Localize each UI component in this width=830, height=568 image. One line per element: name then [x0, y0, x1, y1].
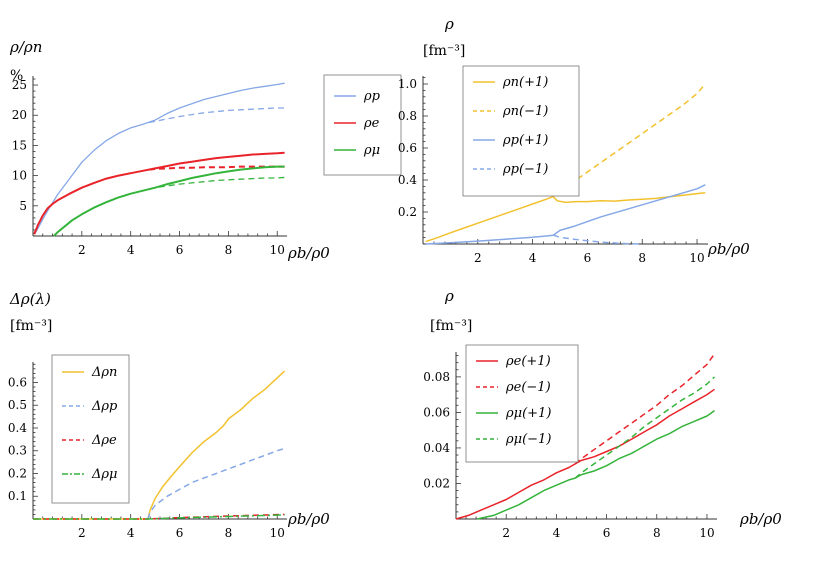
y-tick-label: 0.2 [398, 205, 417, 219]
x-tick-label: 10 [699, 526, 714, 540]
x-tick-label: 10 [689, 251, 704, 265]
y-tick-label: 0.4 [398, 173, 417, 187]
y-tick-label: 0.4 [8, 421, 27, 435]
series-line: ρμ(-1) [574, 376, 716, 479]
legend-label: Δρe [91, 433, 117, 448]
y-axis-label: ρ [444, 287, 454, 305]
series-line: ρp(-1) [148, 107, 285, 124]
chart-panel-top-right: 2 4 6 8 100.20.40.60.81.0ρ[fm⁻³]ρb/ρ0ρn(+1)ρ… [398, 15, 750, 265]
x-tick-label: 10 [270, 243, 285, 257]
x-tick-label: 4 [127, 243, 135, 257]
series-line: Δρp [147, 447, 285, 520]
x-axis-label: ρb/ρ0 [707, 240, 750, 258]
chart-panel-bottom-right: 2 4 6 8 10 0.02 0.04 0.06 0.08 ρ [fm⁻³] ρb/ρ0 ρe(+1)… [423, 287, 782, 540]
legend: ρp ρe ρμ [323, 74, 402, 176]
series-line: ρμ(+1) [53, 165, 285, 237]
legend-label: ρe(+1) [505, 354, 551, 369]
x-axis-label: ρb/ρ0 [287, 510, 330, 528]
series-line: ρe(+1) [33, 151, 285, 235]
legend-box [51, 354, 130, 504]
chart-panel-bottom-left: 2 4 6 8 10 0.1 0.2 0.3 0.4 0.5 0.6 Δρ(λ) [fm⁻³] ρb/ρ0… [8, 290, 330, 540]
x-tick-label: 2 [502, 526, 510, 540]
legend: ρe(+1) ρe(−1) ρμ(+1) ρμ(−1) [465, 344, 579, 463]
x-tick-label: 8 [225, 243, 233, 257]
legend-label: Δρμ [91, 467, 117, 482]
legend: Δρn Δρp Δρe Δρμ [51, 354, 130, 504]
y-tick-label: 0.1 [8, 489, 27, 503]
legend-label: ρn(−1) [502, 104, 548, 119]
legend-box [323, 74, 402, 176]
series-line: ρe(-1) [574, 353, 716, 465]
series-line: Δρn [33, 370, 286, 520]
y-tick-label: 0.6 [398, 141, 417, 155]
y-tick-label: 0.3 [8, 444, 27, 458]
series-line: Δρμ [33, 514, 285, 520]
x-tick-label: 2 [78, 243, 86, 257]
y-axis-unit: [fm⁻³] [10, 318, 52, 334]
y-axis-label: Δρ(λ) [9, 290, 51, 308]
y-axis-unit: [fm⁻³] [430, 318, 472, 334]
x-tick-label: 4 [127, 526, 135, 540]
y-tick-label: 20 [12, 108, 27, 122]
series-line: ρp(-1) [552, 234, 643, 245]
legend-label: ρp [363, 89, 381, 104]
y-tick-label: 0.02 [423, 476, 450, 490]
series-line: ρp(+1) [34, 82, 285, 234]
legend-box [462, 65, 580, 197]
y-tick-label: 0.5 [8, 398, 27, 412]
legend-label: Δρn [91, 365, 117, 380]
y-tick-label: 0.8 [398, 109, 417, 123]
legend-label: ρμ(−1) [505, 432, 551, 447]
x-tick-label: 6 [176, 243, 184, 257]
y-tick-label: 0.08 [423, 370, 450, 384]
y-tick-label: 0.04 [423, 441, 450, 455]
y-tick-label: 5 [19, 199, 27, 213]
legend-label: Δρp [91, 399, 118, 414]
x-tick-label: 6 [584, 251, 592, 265]
legend-label: ρe(−1) [505, 380, 551, 395]
y-axis-label: ρ/ρn [9, 38, 42, 56]
legend-label: ρp(+1) [502, 133, 548, 148]
x-tick-label: 8 [225, 526, 233, 540]
x-tick-label: 8 [653, 526, 661, 540]
x-tick-label: 6 [176, 526, 184, 540]
legend-label: ρp(−1) [502, 162, 548, 177]
series-line: ρn(+1) [425, 192, 706, 243]
x-tick-label: 2 [78, 526, 86, 540]
x-axis-label: ρb/ρ0 [739, 510, 782, 528]
y-tick-label: 10 [12, 169, 27, 183]
y-tick-label: 15 [12, 138, 27, 152]
series-line: ρe(+1) [455, 388, 715, 520]
y-axis-unit: [fm⁻³] [423, 43, 465, 59]
y-tick-label: 0.6 [8, 375, 27, 389]
x-axis-label: ρb/ρ0 [287, 244, 330, 262]
series-line: ρμ(+1) [477, 409, 715, 520]
y-tick-label: 0.2 [8, 466, 27, 480]
x-tick-label: 10 [270, 526, 285, 540]
x-tick-label: 4 [553, 526, 561, 540]
x-tick-label: 8 [638, 251, 646, 265]
legend-label: ρμ [363, 143, 380, 158]
y-tick-label: 1.0 [398, 77, 417, 91]
x-tick-label: 4 [529, 251, 537, 265]
y-tick-label: 0.06 [423, 405, 450, 419]
x-tick-label: 2 [474, 251, 482, 265]
legend-label: ρn(+1) [502, 75, 548, 90]
y-axis-unit: % [10, 68, 23, 84]
legend-box [465, 344, 579, 463]
y-tick-label: 25 [12, 78, 27, 92]
legend-label: ρμ(+1) [505, 406, 551, 421]
legend-label: ρe [363, 116, 380, 131]
series-line: ρp(+1) [425, 184, 706, 245]
x-tick-label: 6 [603, 526, 611, 540]
y-axis-label: ρ [444, 15, 454, 33]
legend: ρn(+1) ρn(−1) ρp(+1) ρp(−1) [462, 65, 580, 197]
